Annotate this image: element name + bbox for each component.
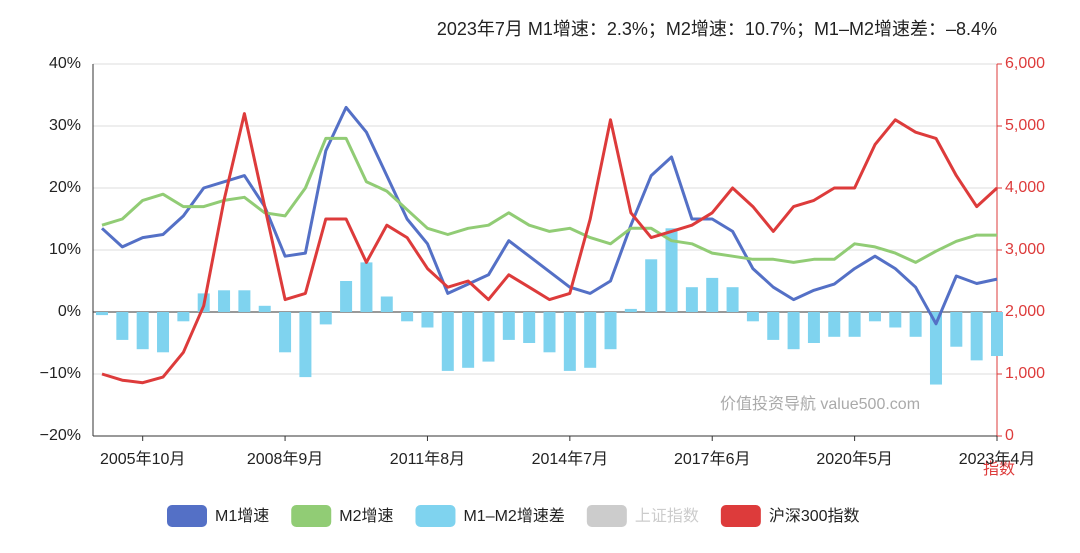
bar	[767, 312, 780, 340]
bar	[523, 312, 536, 343]
legend-swatch	[720, 505, 761, 527]
bar	[807, 312, 820, 343]
bar	[279, 312, 292, 353]
bar	[340, 281, 353, 312]
legend-item[interactable]: M1–M2增速差	[415, 505, 565, 527]
y2-tick-label: 0	[1005, 427, 1014, 444]
bar	[441, 312, 454, 371]
bar	[401, 312, 414, 322]
bar	[96, 312, 108, 316]
bar	[177, 312, 190, 322]
y2-axis-label: 指数	[983, 460, 1015, 478]
bar	[319, 312, 332, 325]
x-tick-label: 2008年9月	[247, 450, 324, 468]
legend-label: 上证指数	[635, 507, 699, 525]
bar	[787, 312, 800, 350]
bar	[462, 312, 475, 368]
bar	[238, 290, 251, 312]
bar	[421, 312, 434, 328]
bar	[726, 287, 739, 312]
legend-label: M1–M2增速差	[463, 507, 564, 525]
legend-label: 沪深300指数	[769, 507, 860, 525]
bar	[604, 312, 617, 350]
chart-title: 2023年7月 M1增速：2.3%；M2增速：10.7%；M1–M2增速差：–8…	[437, 19, 997, 39]
bar	[746, 312, 759, 322]
bar	[991, 312, 1003, 357]
y-tick-label: −10%	[40, 365, 81, 382]
bar	[909, 312, 922, 337]
y-tick-label: −20%	[40, 427, 81, 444]
bar	[645, 259, 658, 312]
bar	[502, 312, 515, 340]
bar	[380, 296, 393, 312]
legend-item[interactable]: 沪深300指数	[720, 505, 860, 527]
bar	[157, 312, 170, 353]
line	[101, 112, 999, 385]
x-tick-label: 2023年4月	[959, 450, 1036, 468]
bar	[116, 312, 129, 340]
bar	[929, 312, 942, 385]
line	[100, 105, 998, 326]
y-tick-label: 0%	[58, 303, 81, 320]
bar	[543, 312, 556, 353]
y-tick-label: 10%	[49, 241, 81, 258]
line	[101, 136, 997, 264]
bar	[848, 312, 861, 337]
bar	[563, 312, 576, 371]
bar	[136, 312, 149, 350]
x-tick-label: 2017年6月	[674, 450, 751, 468]
y-tick-label: 20%	[49, 179, 81, 196]
x-tick-label: 2014年7月	[532, 450, 609, 468]
x-tick-label: 2020年5月	[816, 450, 893, 468]
bar	[584, 312, 597, 368]
legend-label: M1增速	[215, 507, 269, 525]
legend-swatch	[415, 505, 456, 527]
legend-swatch	[167, 505, 207, 527]
bar	[665, 228, 678, 312]
watermark: 价值投资导航 value500.com	[720, 395, 920, 413]
bar	[706, 277, 719, 312]
bar	[258, 305, 271, 312]
y2-tick-label: 1,000	[1005, 365, 1045, 382]
y-tick-label: 40%	[49, 55, 81, 72]
legend-item[interactable]: 上证指数	[586, 505, 699, 527]
bar	[685, 287, 698, 312]
bar	[950, 312, 963, 347]
bar	[970, 312, 983, 361]
legend-item[interactable]: M1增速	[167, 505, 269, 527]
y2-tick-label: 4,000	[1005, 179, 1045, 196]
legend-swatch	[586, 505, 627, 527]
y2-tick-label: 5,000	[1005, 117, 1045, 134]
y2-tick-label: 2,000	[1005, 303, 1045, 320]
bar	[868, 312, 881, 322]
bar	[299, 312, 312, 378]
x-tick-label: 2011年8月	[390, 450, 465, 468]
y2-tick-label: 6,000	[1005, 55, 1045, 72]
legend-label: M2增速	[339, 507, 393, 525]
legend-item[interactable]: M2增速	[291, 505, 393, 527]
bar	[360, 262, 373, 312]
bar	[889, 312, 902, 328]
grid	[93, 63, 997, 437]
legend-swatch	[291, 505, 332, 527]
bar	[218, 290, 231, 312]
y-tick-label: 30%	[49, 117, 81, 134]
x-tick-label: 2005年10月	[100, 450, 185, 468]
bar	[482, 312, 495, 362]
bar	[624, 308, 637, 312]
bar	[828, 312, 841, 337]
y2-tick-label: 3,000	[1005, 241, 1045, 258]
